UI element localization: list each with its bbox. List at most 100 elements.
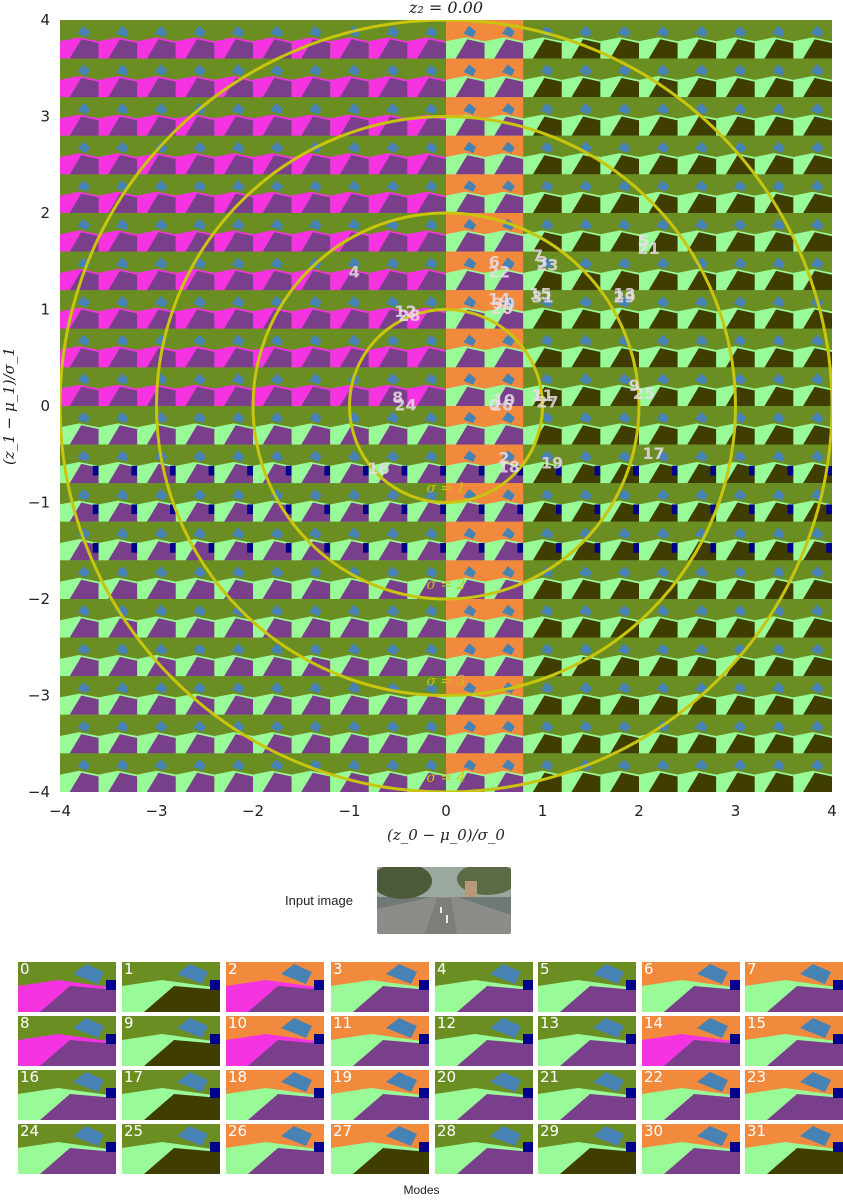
grid-thumbnail bbox=[137, 58, 177, 98]
grid-thumbnail bbox=[446, 213, 486, 253]
grid-thumbnail bbox=[175, 444, 215, 484]
grid-thumbnail bbox=[214, 521, 254, 561]
grid-thumbnail bbox=[754, 20, 794, 60]
grid-thumbnail bbox=[754, 637, 794, 677]
x-tick-label: −4 bbox=[49, 802, 71, 820]
grid-thumbnail bbox=[137, 251, 177, 291]
mode-tile: 0 bbox=[18, 962, 116, 1012]
grid-thumbnail bbox=[793, 483, 832, 523]
grid-thumbnail bbox=[253, 637, 293, 677]
grid-thumbnail bbox=[523, 251, 563, 291]
mode-number: 0 bbox=[20, 962, 30, 978]
grid-thumbnail bbox=[523, 714, 563, 754]
grid-thumbnail bbox=[214, 290, 254, 330]
grid-thumbnail bbox=[523, 483, 563, 523]
mode-number: 3 bbox=[333, 962, 343, 978]
grid-thumbnail bbox=[60, 637, 100, 677]
grid-thumbnail bbox=[639, 290, 679, 330]
grid-thumbnail bbox=[214, 444, 254, 484]
mode-point-label: 2 bbox=[498, 449, 509, 468]
grid-thumbnail bbox=[677, 521, 717, 561]
grid-thumbnail bbox=[60, 213, 100, 253]
grid-thumbnail bbox=[600, 58, 640, 98]
grid-thumbnail bbox=[754, 483, 794, 523]
grid-thumbnail bbox=[754, 599, 794, 639]
mode-point-label: 0 bbox=[489, 396, 500, 415]
grid-thumbnail bbox=[639, 367, 679, 407]
grid-thumbnail bbox=[175, 560, 215, 600]
grid-thumbnail bbox=[446, 174, 486, 214]
modes-label: Modes bbox=[403, 1183, 440, 1197]
grid-thumbnail bbox=[561, 290, 601, 330]
grid-thumbnail bbox=[446, 20, 486, 60]
grid-thumbnail bbox=[716, 20, 756, 60]
grid-thumbnail bbox=[793, 753, 832, 792]
grid-thumbnail bbox=[600, 97, 640, 137]
sigma-circle-label: σ = 2 bbox=[426, 577, 465, 593]
mode-number: 2 bbox=[228, 962, 238, 978]
grid-thumbnail bbox=[639, 251, 679, 291]
grid-thumbnail bbox=[60, 328, 100, 368]
grid-thumbnail bbox=[368, 599, 408, 639]
grid-thumbnail bbox=[793, 251, 832, 291]
mode-number: 19 bbox=[333, 1070, 353, 1086]
grid-thumbnail bbox=[175, 58, 215, 98]
grid-thumbnail bbox=[754, 521, 794, 561]
mode-point-label: 9 bbox=[629, 376, 640, 395]
grid-thumbnail bbox=[291, 444, 331, 484]
grid-thumbnail bbox=[60, 714, 100, 754]
grid-thumbnail bbox=[175, 135, 215, 175]
mode-tile: 6 bbox=[642, 962, 740, 1012]
grid-thumbnail bbox=[754, 290, 794, 330]
grid-thumbnail bbox=[368, 637, 408, 677]
grid-thumbnail bbox=[291, 406, 331, 446]
grid-thumbnail bbox=[639, 753, 679, 792]
grid-thumbnail bbox=[214, 328, 254, 368]
grid-thumbnail bbox=[330, 251, 370, 291]
y-tick-label: −1 bbox=[28, 494, 50, 512]
grid-thumbnail bbox=[793, 174, 832, 214]
grid-thumbnail bbox=[60, 367, 100, 407]
mode-number: 4 bbox=[437, 962, 447, 978]
x-axis-label: (z_0 − μ_0)/σ_0 bbox=[387, 826, 505, 844]
grid-thumbnail bbox=[754, 560, 794, 600]
grid-thumbnail bbox=[561, 328, 601, 368]
grid-thumbnail bbox=[175, 637, 215, 677]
mode-tile: 9 bbox=[122, 1016, 220, 1066]
mode-number: 10 bbox=[228, 1016, 248, 1032]
mode-point-label: 23 bbox=[536, 256, 558, 275]
grid-thumbnail bbox=[291, 58, 331, 98]
grid-thumbnail bbox=[330, 406, 370, 446]
grid-thumbnail bbox=[137, 444, 177, 484]
grid-thumbnail bbox=[484, 58, 524, 98]
grid-thumbnail bbox=[368, 251, 408, 291]
mode-tile: 4 bbox=[435, 962, 533, 1012]
grid-thumbnail bbox=[98, 20, 138, 60]
sigma-circle bbox=[155, 115, 737, 697]
grid-thumbnail bbox=[523, 20, 563, 60]
mode-number: 15 bbox=[747, 1016, 767, 1032]
grid-thumbnail bbox=[446, 483, 486, 523]
grid-thumbnail bbox=[793, 714, 832, 754]
grid-thumbnail bbox=[639, 213, 679, 253]
grid-thumbnail bbox=[523, 58, 563, 98]
grid-thumbnail bbox=[754, 213, 794, 253]
grid-thumbnail bbox=[253, 58, 293, 98]
grid-thumbnail bbox=[677, 97, 717, 137]
sigma-circle-label: σ = 4 bbox=[426, 770, 465, 786]
grid-thumbnail bbox=[330, 97, 370, 137]
grid-thumbnail bbox=[98, 97, 138, 137]
grid-thumbnail bbox=[561, 58, 601, 98]
grid-thumbnail bbox=[175, 20, 215, 60]
mode-number: 13 bbox=[540, 1016, 560, 1032]
mode-tile: 16 bbox=[18, 1070, 116, 1120]
mode-point-label: 7 bbox=[532, 246, 543, 265]
grid-thumbnail bbox=[600, 367, 640, 407]
grid-thumbnail bbox=[677, 213, 717, 253]
grid-thumbnail bbox=[446, 560, 486, 600]
grid-thumbnail bbox=[407, 637, 447, 677]
grid-thumbnail bbox=[561, 599, 601, 639]
grid-thumbnail bbox=[214, 251, 254, 291]
grid-thumbnail bbox=[330, 328, 370, 368]
